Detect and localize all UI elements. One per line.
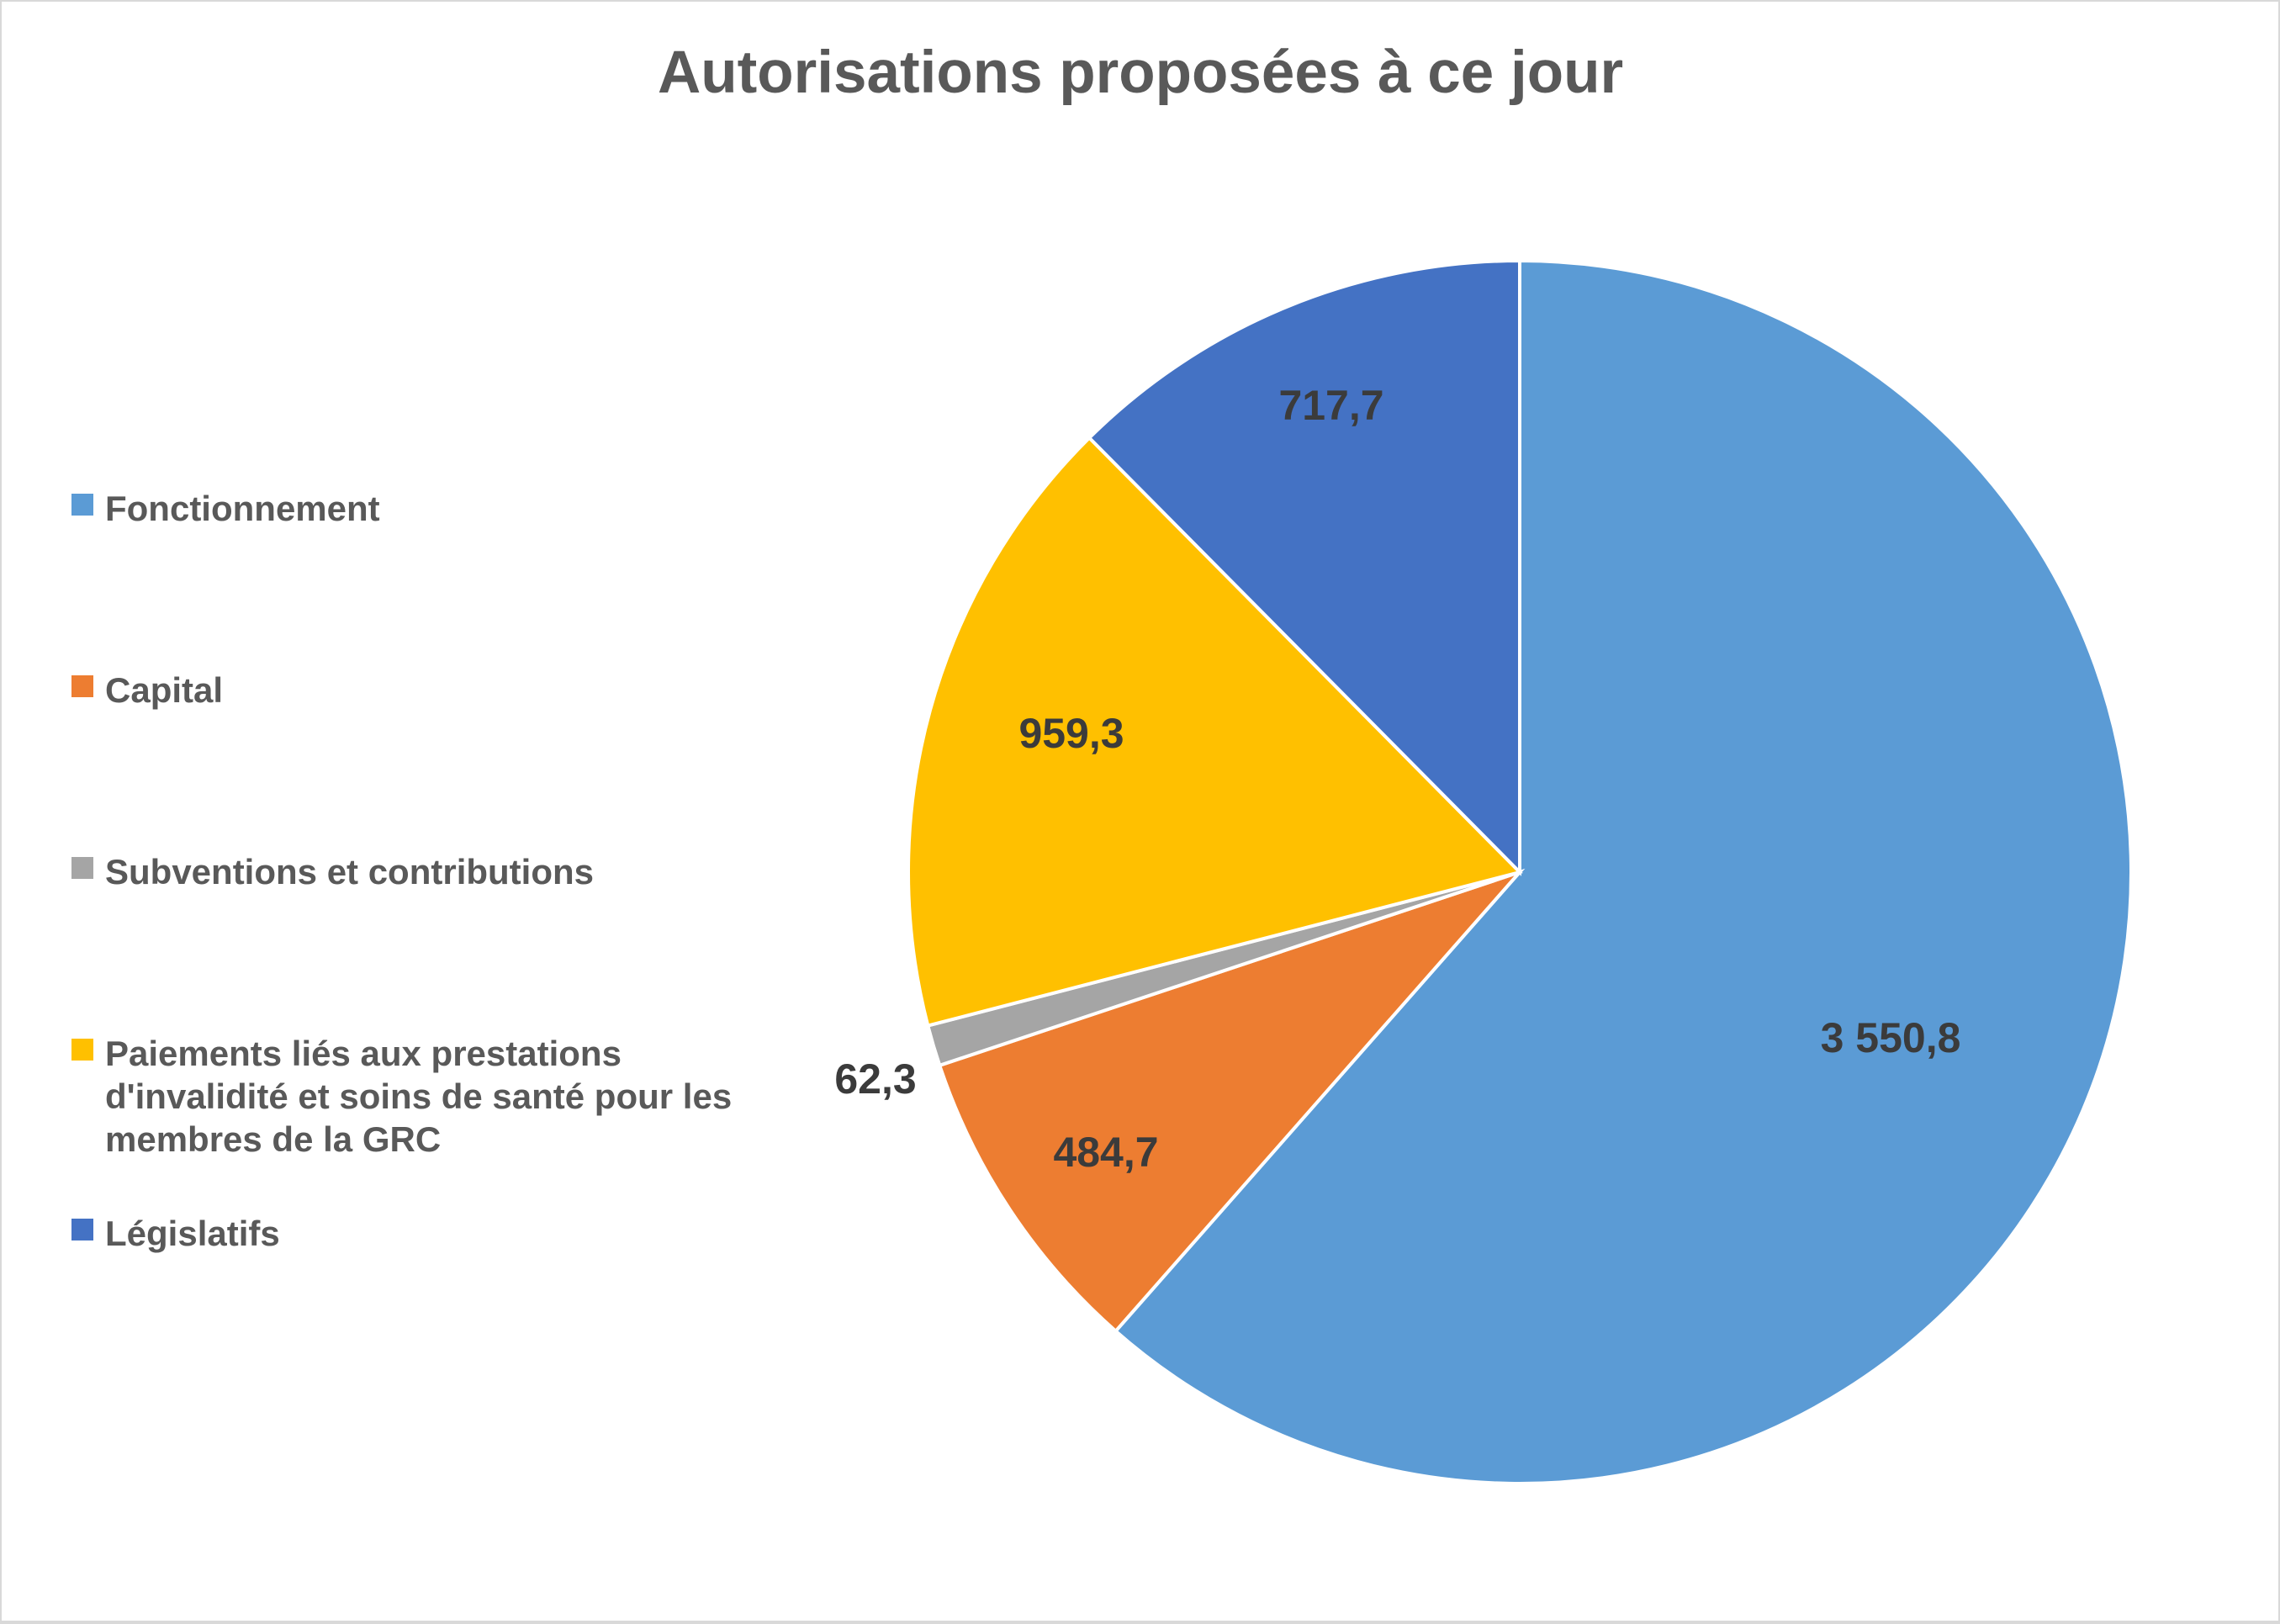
svg-text:484,7: 484,7 [1053,1129,1158,1176]
svg-text:959,3: 959,3 [1018,710,1124,757]
svg-text:62,3: 62,3 [834,1055,916,1103]
svg-text:717,7: 717,7 [1278,382,1383,429]
svg-text:3 550,8: 3 550,8 [1821,1014,1961,1061]
